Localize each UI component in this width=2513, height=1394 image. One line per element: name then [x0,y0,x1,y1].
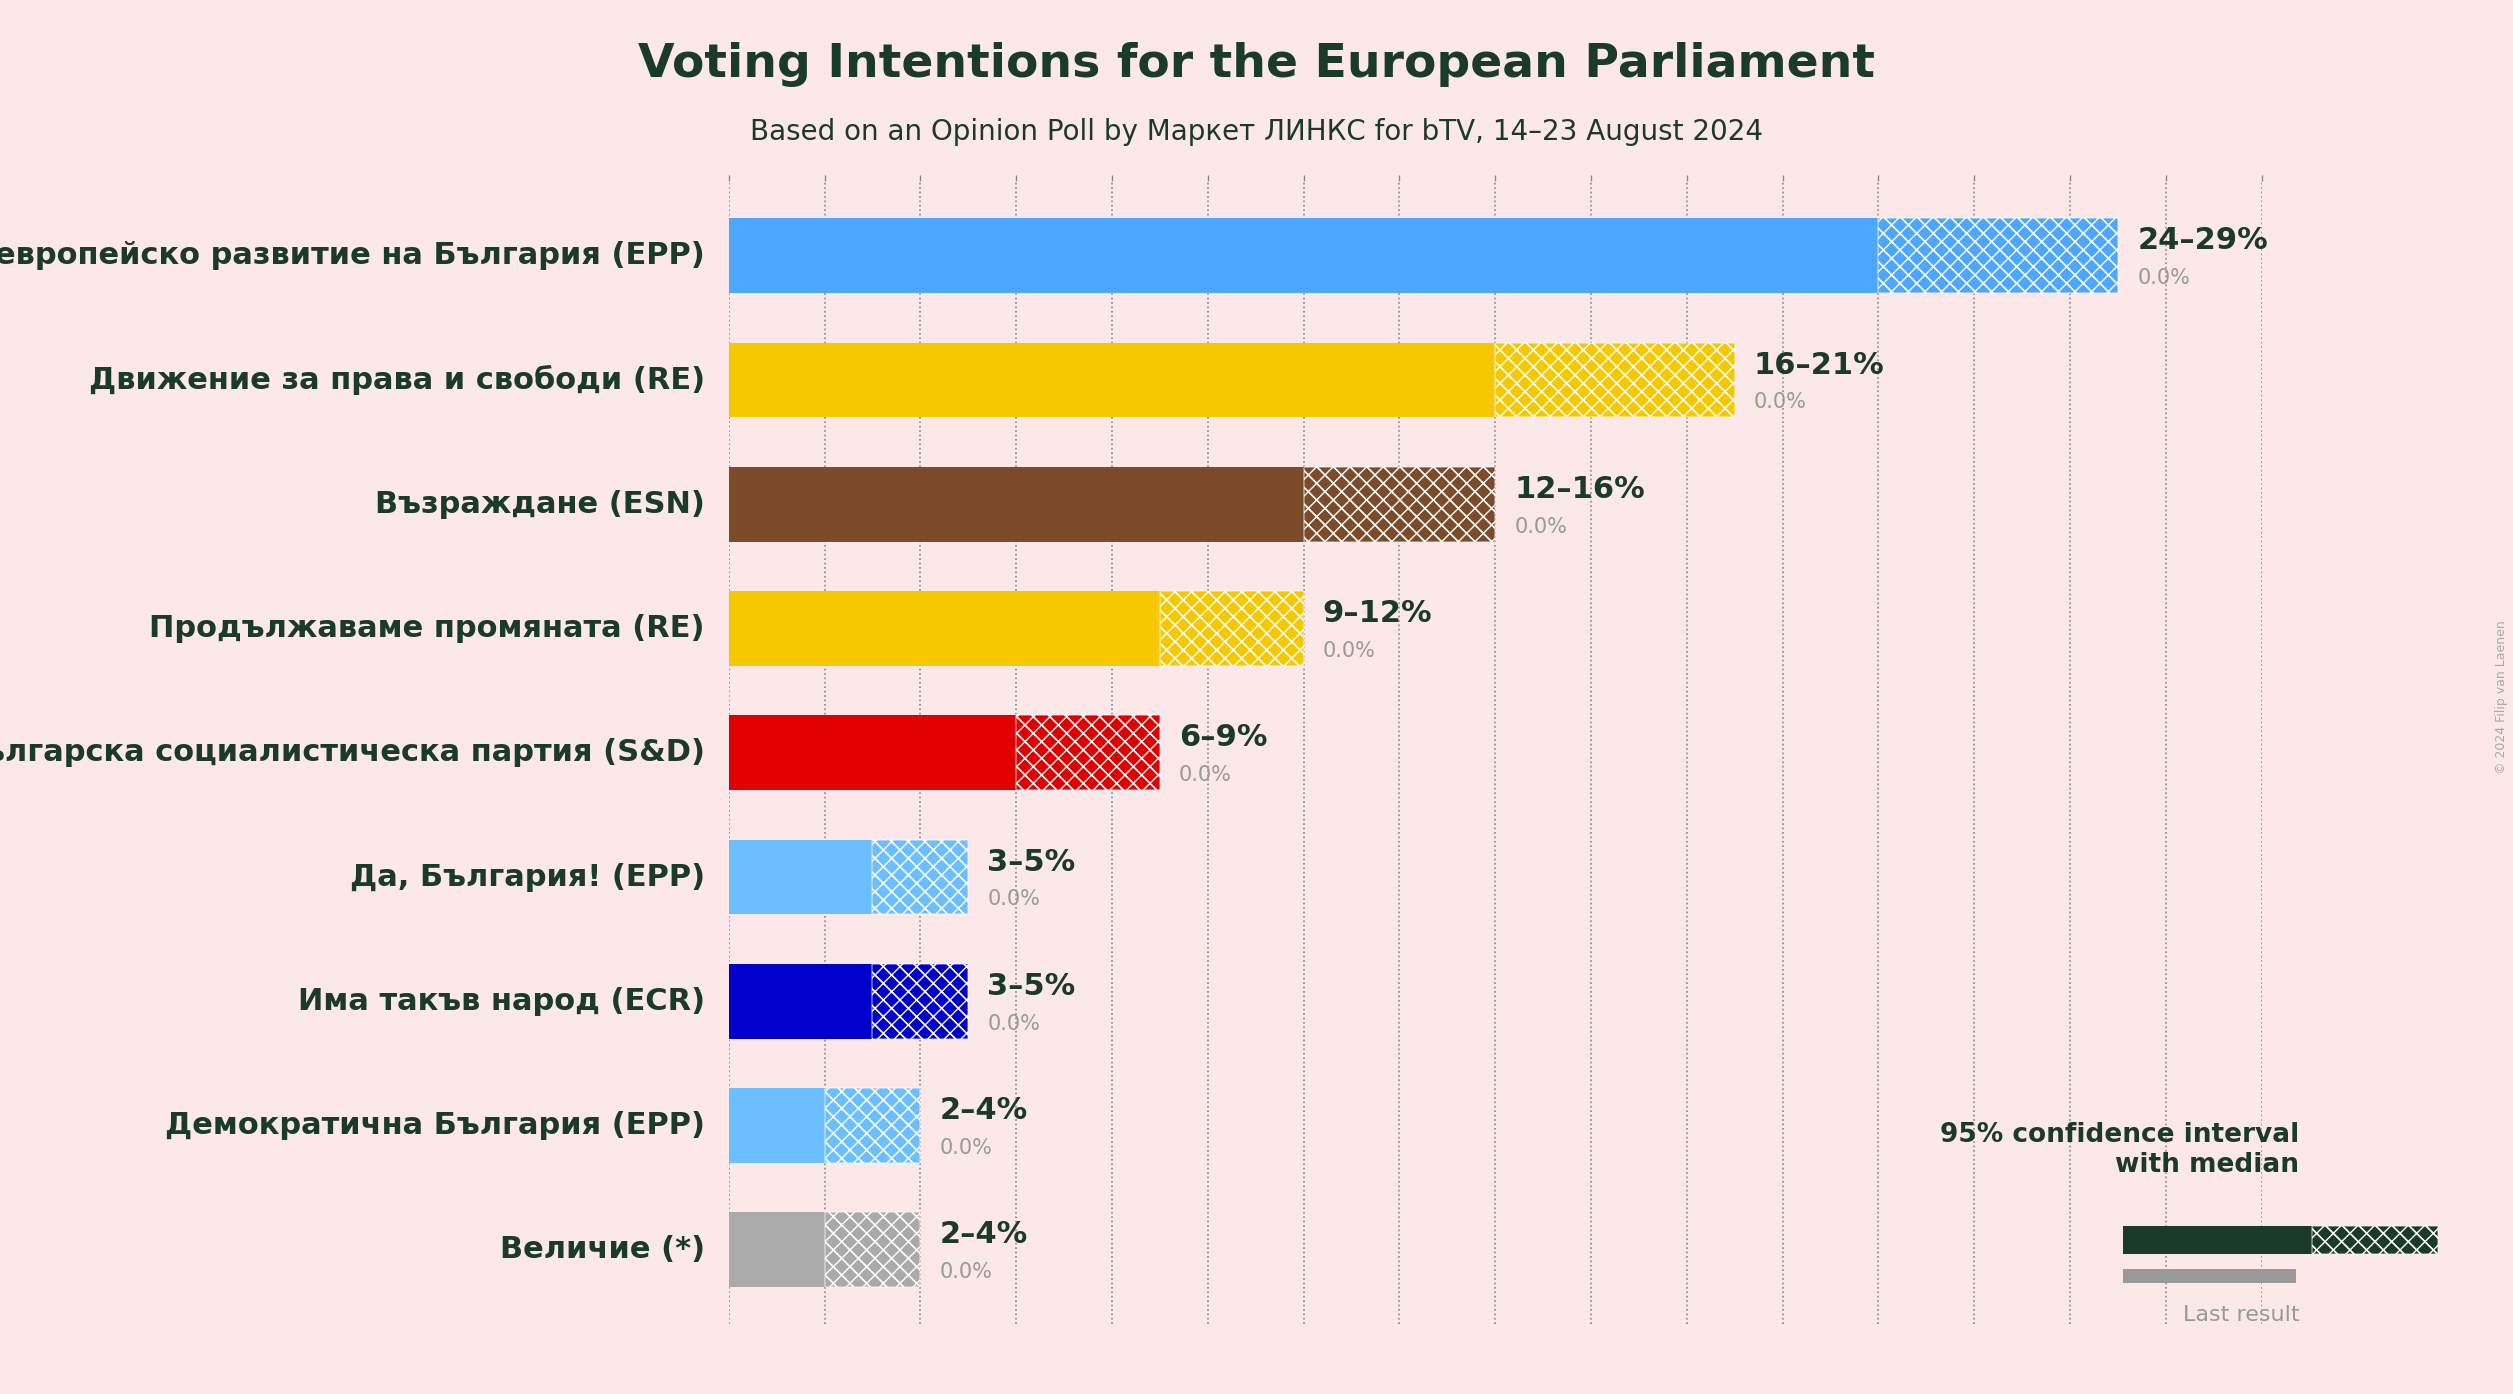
Bar [729,467,1304,541]
Bar [872,839,968,914]
Text: Българска социалистическа партия (S&D): Българска социалистическа партия (S&D) [0,739,704,767]
Text: Продължаваме промяната (RE): Продължаваме промяната (RE) [148,613,704,643]
Bar [1877,219,2118,293]
Text: 0.0%: 0.0% [1179,765,1231,785]
Bar [1495,343,1734,417]
Text: 24–29%: 24–29% [2136,226,2267,255]
Text: Демократична България (EPP): Демократична България (EPP) [166,1111,704,1140]
Text: 0.0%: 0.0% [940,1262,993,1282]
Bar [729,965,872,1039]
Text: 16–21%: 16–21% [1754,351,1885,379]
Bar [2123,1270,2297,1282]
Bar [729,343,1495,417]
Text: 0.0%: 0.0% [988,1013,1040,1033]
Bar [824,1213,920,1287]
Text: 2–4%: 2–4% [940,1096,1028,1125]
Bar [1015,715,1161,790]
Bar [872,965,968,1039]
Text: 3–5%: 3–5% [988,848,1076,877]
Text: Движение за права и свободи (RE): Движение за права и свободи (RE) [88,365,704,395]
Text: Граждани за европейско развитие на България (EPP): Граждани за европейско развитие на Бълга… [0,241,704,270]
Bar [1015,715,1161,790]
Bar [1161,591,1304,666]
Bar [729,1213,824,1287]
Text: 0.0%: 0.0% [988,889,1040,909]
Text: 0.0%: 0.0% [2136,268,2189,289]
Text: 0.0%: 0.0% [1754,392,1807,413]
Text: © 2024 Filip van Laenen: © 2024 Filip van Laenen [2495,620,2508,774]
Text: Да, България! (EPP): Да, България! (EPP) [349,863,704,892]
Text: Voting Intentions for the European Parliament: Voting Intentions for the European Parli… [638,42,1875,86]
Text: 0.0%: 0.0% [940,1138,993,1158]
Bar [729,715,1015,790]
Bar [1877,219,2118,293]
Text: 0.0%: 0.0% [1322,641,1375,661]
Bar [2312,1227,2438,1253]
Bar [1304,467,1495,541]
Bar [2123,1227,2312,1253]
Bar [1304,467,1495,541]
Bar [824,1089,920,1163]
Bar [729,1089,824,1163]
Text: 95% confidence interval
with median: 95% confidence interval with median [1940,1122,2299,1178]
Bar [872,965,968,1039]
Bar [1161,591,1304,666]
Bar [729,591,1161,666]
Bar [729,839,872,914]
Text: Възраждане (ESN): Възраждане (ESN) [374,489,704,519]
Text: 9–12%: 9–12% [1322,599,1432,629]
Text: Величие (*): Величие (*) [500,1235,704,1264]
Bar [2312,1227,2438,1253]
Text: 0.0%: 0.0% [1515,517,1568,537]
Text: 6–9%: 6–9% [1179,723,1267,753]
Bar [729,219,1877,293]
Bar [824,1089,920,1163]
Text: Based on an Opinion Poll by Маркет ЛИНКС for bTV, 14–23 August 2024: Based on an Opinion Poll by Маркет ЛИНКС… [749,118,1764,146]
Bar [824,1213,920,1287]
Text: 3–5%: 3–5% [988,972,1076,1001]
Text: Има такъв народ (ECR): Има такъв народ (ECR) [297,987,704,1016]
Text: 2–4%: 2–4% [940,1220,1028,1249]
Text: Last result: Last result [2184,1305,2299,1324]
Bar [1495,343,1734,417]
Bar [872,839,968,914]
Text: 12–16%: 12–16% [1515,475,1646,503]
